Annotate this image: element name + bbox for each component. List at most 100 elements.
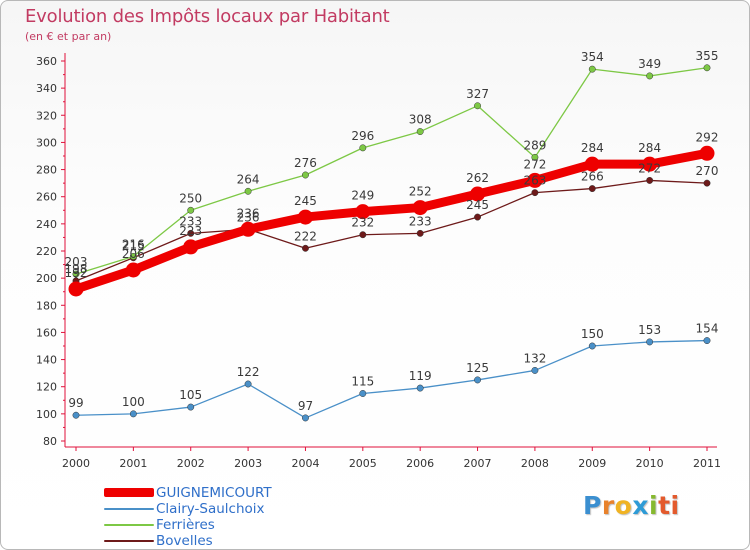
data-label: 154 — [696, 322, 719, 336]
legend-swatch — [104, 508, 154, 510]
x-tick-label: 2002 — [177, 457, 205, 470]
data-point — [474, 102, 481, 110]
data-point — [531, 153, 539, 161]
data-point — [588, 342, 596, 350]
data-label: 264 — [237, 172, 260, 186]
series-line — [71, 148, 712, 294]
series-line — [75, 67, 708, 275]
data-label: 272 — [523, 157, 546, 171]
data-label: 100 — [122, 395, 145, 409]
legend-swatch — [104, 540, 154, 542]
data-point — [646, 72, 654, 80]
series-line — [75, 339, 708, 419]
data-label: 233 — [409, 214, 432, 228]
data-point — [244, 187, 252, 195]
data-point — [699, 145, 715, 161]
data-label: 215 — [122, 239, 145, 253]
legend-label: Clairy-Saulchoix — [156, 501, 265, 517]
data-point — [302, 244, 309, 252]
y-tick-label: 120 — [36, 381, 57, 394]
data-point — [68, 281, 84, 297]
y-tick-label: 240 — [36, 218, 57, 231]
y-tick-label: 340 — [36, 82, 57, 95]
data-label: 236 — [237, 206, 260, 220]
data-point — [302, 171, 309, 179]
proxiti-logo: Proxiti — [583, 491, 680, 520]
data-label: 232 — [351, 216, 374, 230]
data-label: 132 — [523, 351, 546, 365]
data-label: 308 — [409, 113, 432, 127]
data-label: 292 — [696, 130, 719, 144]
data-point — [642, 156, 658, 172]
data-label: 250 — [179, 191, 202, 205]
chart-subtitle: (en € et par an) — [25, 30, 112, 43]
data-label: 289 — [523, 138, 546, 152]
chart-title: Evolution des Impôts locaux par Habitant — [25, 6, 390, 27]
logo-letter: o — [614, 491, 633, 520]
data-point — [72, 270, 80, 278]
data-point — [646, 338, 654, 346]
data-point — [244, 380, 252, 388]
data-label: 354 — [581, 50, 604, 64]
data-point — [703, 64, 711, 72]
data-label: 296 — [351, 129, 374, 143]
data-label: 355 — [696, 49, 719, 63]
data-point — [703, 337, 711, 345]
y-tick-label: 220 — [36, 245, 57, 258]
logo-letter: P — [583, 491, 602, 520]
data-point — [183, 239, 199, 255]
legend-label: Ferrières — [156, 517, 215, 533]
y-tick-label: 260 — [36, 191, 57, 204]
data-label: 245 — [466, 198, 489, 212]
logo-letter: x — [632, 491, 649, 520]
data-point — [125, 262, 141, 278]
data-point — [588, 65, 596, 73]
data-label: 222 — [294, 229, 317, 243]
y-tick-label: 180 — [36, 299, 57, 312]
y-tick-label: 140 — [36, 354, 57, 367]
data-label: 266 — [581, 170, 604, 184]
data-point — [302, 414, 309, 422]
data-label: 203 — [65, 255, 88, 269]
data-label: 245 — [294, 194, 317, 208]
data-point — [416, 128, 424, 136]
data-label: 349 — [638, 57, 661, 71]
data-label: 150 — [581, 327, 604, 341]
x-tick-label: 2001 — [119, 457, 147, 470]
y-tick-label: 360 — [36, 55, 57, 68]
x-tick-label: 2008 — [521, 457, 549, 470]
data-label: 206 — [122, 247, 145, 261]
y-tick-label: 200 — [36, 272, 57, 285]
data-label: 105 — [179, 388, 202, 402]
data-point — [359, 144, 367, 152]
logo-letter: i — [649, 491, 659, 520]
legend-swatch — [104, 524, 154, 526]
data-label: 276 — [294, 156, 317, 170]
data-label: 125 — [466, 361, 489, 375]
data-label: 236 — [237, 210, 260, 224]
data-label: 99 — [68, 396, 83, 410]
data-label: 327 — [466, 87, 489, 101]
data-point — [355, 204, 371, 220]
x-tick-label: 2003 — [234, 457, 262, 470]
data-point — [588, 185, 596, 193]
data-label: 192 — [65, 266, 88, 280]
data-point — [359, 390, 367, 397]
series-line — [75, 179, 708, 282]
data-point — [474, 213, 481, 221]
x-tick-label: 2007 — [464, 457, 492, 470]
x-tick-label: 2005 — [349, 457, 377, 470]
data-point — [584, 156, 600, 172]
data-point — [527, 172, 543, 188]
data-point — [646, 176, 654, 184]
data-point — [470, 186, 486, 202]
data-point — [412, 200, 428, 216]
data-point — [240, 221, 256, 237]
y-tick-label: 80 — [43, 435, 57, 448]
logo-letter: ti — [658, 491, 680, 520]
y-tick-label: 320 — [36, 109, 57, 122]
data-label: 122 — [237, 365, 260, 379]
legend-label: Bovelles — [156, 533, 213, 549]
data-label: 233 — [179, 214, 202, 228]
